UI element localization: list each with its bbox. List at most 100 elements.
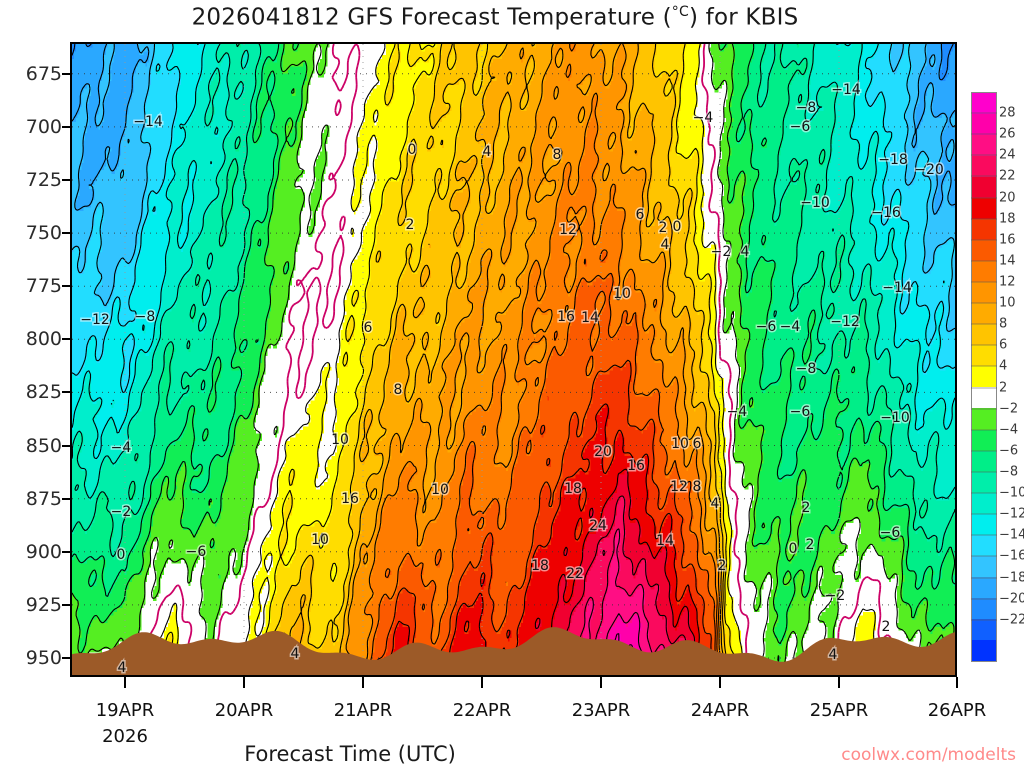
contour-label-halo: 14 — [656, 533, 674, 549]
contour-label-halo: 2 — [718, 558, 727, 574]
terrain-fill — [72, 627, 955, 675]
contour-label: −18 — [878, 152, 908, 168]
colorbar-swatch — [972, 135, 996, 157]
colorbar-tick-mark — [971, 154, 997, 156]
contour-label-halo: 24 — [589, 518, 607, 534]
y-axis-tick-label: 950 — [25, 647, 62, 669]
colorbar-tick-label: −4 — [999, 422, 1019, 438]
contour-line-4 — [158, 44, 871, 675]
colorbar-swatch — [972, 513, 996, 535]
contour-label-halo: 6 — [364, 320, 373, 336]
contour-label: −14 — [133, 114, 163, 130]
colorbar-tick-mark — [971, 450, 997, 452]
contour-label: −4 — [780, 319, 801, 335]
y-axis-tick-mark — [62, 603, 70, 606]
contour-line--20 — [72, 44, 954, 81]
contour-label-halo: −14 — [882, 280, 912, 296]
contour-label-halo: −2 — [111, 504, 132, 520]
contour-label: −6 — [790, 119, 811, 135]
contour-label-halo: −4 — [693, 110, 714, 126]
colorbar-swatch — [972, 534, 996, 556]
contour-label-halo: 10 — [431, 482, 449, 498]
x-axis-tick-mark — [956, 677, 958, 688]
x-axis-tick-mark — [124, 677, 126, 688]
contour-label-halo: 10 — [311, 532, 329, 548]
contour-label-halo: 16 — [557, 309, 575, 325]
contour-label: 22 — [566, 566, 584, 582]
contour-label: 2 — [718, 558, 727, 574]
contour-label: 2 — [882, 619, 891, 635]
contour-label-halo: −8 — [796, 361, 817, 377]
contour-line--12 — [72, 44, 955, 460]
colorbar-tick-label: −10 — [999, 485, 1024, 501]
contour-label-halo: −6 — [790, 404, 811, 420]
colorbar-swatch — [972, 324, 996, 346]
contour-label-halo: −2 — [711, 244, 732, 260]
x-axis-tick-label: 24APR — [690, 700, 750, 721]
colorbar-tick-mark — [971, 218, 997, 220]
contour-label-halo: 4 — [741, 244, 750, 260]
contour-label-halo: −2 — [825, 588, 846, 604]
contour-label-halo: 16 — [627, 458, 645, 474]
colorbar-tick-label: 20 — [999, 190, 1016, 206]
contour-label: −8 — [796, 100, 817, 116]
contour-label-halo: 6 — [693, 436, 702, 452]
watermark: coolwx.com/modelts — [841, 745, 1016, 765]
colorbar-tick-label: 10 — [999, 295, 1016, 311]
colorbar-tick-label: 4 — [999, 358, 1008, 374]
colorbar-swatch — [972, 156, 996, 178]
colorbar-tick-label: 14 — [999, 253, 1016, 269]
y-axis-tick-mark — [62, 72, 70, 75]
colorbar-swatch — [972, 471, 996, 493]
title-prefix: 2026041812 GFS Forecast Temperature ( — [191, 4, 672, 31]
y-axis-tick-mark — [62, 125, 70, 128]
y-axis-tick-mark — [62, 550, 70, 553]
contour-label: 12 — [670, 479, 688, 495]
y-axis-tick-label: 700 — [25, 115, 62, 138]
contour-label: 8 — [394, 382, 403, 398]
contour-label: −4 — [727, 404, 748, 420]
contour-label: 4 — [711, 496, 720, 512]
contour-label-halo: 22 — [566, 566, 584, 582]
colorbar-tick-mark — [971, 577, 997, 579]
contour-label: 10 — [331, 432, 349, 448]
contour-label: −6 — [790, 404, 811, 420]
y-axis-tick-label: 875 — [25, 487, 62, 510]
colorbar-tick-mark — [971, 619, 997, 621]
contour-label-halo: 2 — [882, 619, 891, 635]
x-axis-tick-mark — [719, 677, 721, 688]
x-axis-tick-label: 26APR — [927, 700, 987, 721]
contour-line--16 — [72, 44, 955, 332]
colorbar — [971, 92, 997, 662]
colorbar-tick-mark — [971, 513, 997, 515]
contour-label: 14 — [656, 533, 674, 549]
contour-label-halo: 8 — [553, 147, 562, 163]
colorbar-swatch — [972, 618, 996, 640]
colorbar-tick-mark — [971, 429, 997, 431]
colorbar-tick-mark — [971, 260, 997, 262]
colorbar-swatch — [972, 639, 996, 661]
contour-label-halo: −4 — [727, 404, 748, 420]
contour-label: −20 — [914, 162, 944, 178]
contour-label-halo: 4 — [291, 646, 300, 662]
contour-label: 0 — [673, 219, 682, 235]
contour-label: −2 — [711, 244, 732, 260]
contour-label-halo: −6 — [790, 119, 811, 135]
contour-label: −10 — [800, 195, 830, 211]
colorbar-swatch — [972, 555, 996, 577]
contour-label-halo: 20 — [594, 444, 612, 460]
contour-line-2 — [141, 44, 900, 675]
contour-label: 8 — [553, 147, 562, 163]
colorbar-tick-label: 12 — [999, 274, 1016, 290]
colorbar-swatch — [972, 114, 996, 136]
contour-label-halo: −20 — [914, 162, 944, 178]
y-axis-tick-label: 850 — [25, 434, 62, 457]
contour-label-halo: 2 — [802, 500, 811, 516]
colorbar-swatch — [972, 261, 996, 283]
contour-label-halo: 4 — [661, 237, 670, 253]
colorbar-tick-mark — [971, 175, 997, 177]
contour-lines — [72, 44, 955, 675]
y-axis-tick-mark — [62, 338, 70, 341]
colorbar-tick-mark — [971, 281, 997, 283]
